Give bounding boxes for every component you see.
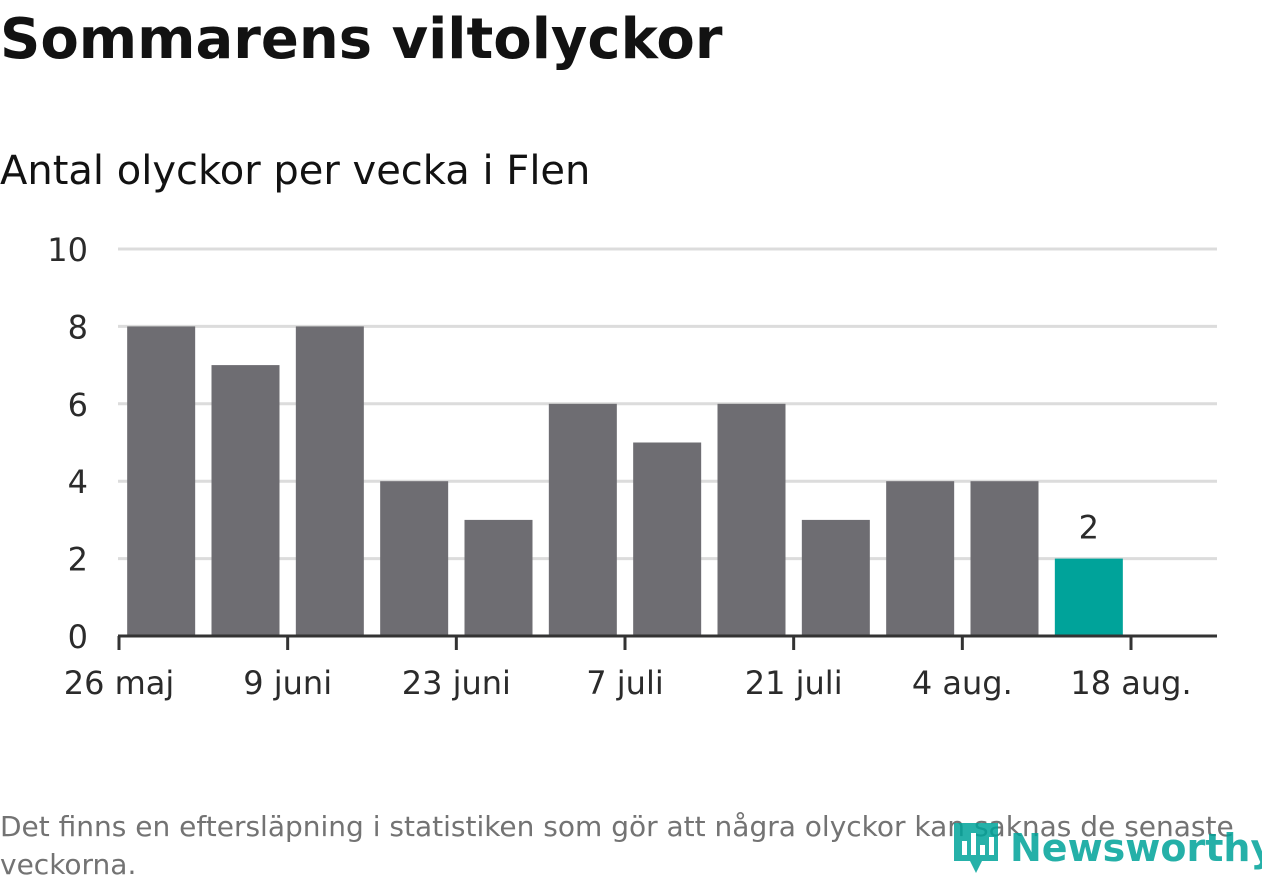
bar <box>717 403 786 636</box>
data-labels: 2 <box>1079 509 1099 547</box>
logo-text: Newsworthy <box>1010 826 1262 870</box>
y-tick-label: 8 <box>68 308 88 346</box>
newsworthy-chart-pin-icon <box>954 823 998 873</box>
footnote: Det finns en eftersläpning i statistiken… <box>0 810 1234 881</box>
bar <box>886 481 955 636</box>
bar <box>970 481 1039 636</box>
axes: 0 2 4 6 8 10 26 maj 9 juni 23 juni 7 juli 21 juli 4… <box>47 231 1217 702</box>
bar <box>801 519 870 636</box>
bar <box>211 365 280 636</box>
y-tick-label: 4 <box>68 463 88 501</box>
bar <box>464 519 533 636</box>
y-tick-label: 0 <box>68 618 88 656</box>
x-tick-label: 7 juli <box>586 664 663 702</box>
y-tick-label: 10 <box>47 231 88 269</box>
chart-title: Sommarens viltolyckor <box>0 7 723 72</box>
y-tick-label: 2 <box>68 541 88 579</box>
x-tick-label: 23 juni <box>402 664 511 702</box>
x-tick-label: 26 maj <box>64 664 175 702</box>
bar <box>633 442 702 636</box>
y-tick-label: 6 <box>68 386 88 424</box>
bar <box>295 326 364 636</box>
x-tick-label: 9 juni <box>243 664 332 702</box>
bar-highlighted <box>1054 558 1123 636</box>
chart-subtitle: Antal olyckor per vecka i Flen <box>0 148 591 194</box>
bar <box>380 481 449 636</box>
newsworthy-logo: Newsworthy <box>950 818 1262 878</box>
x-tick-label: 21 juli <box>745 664 843 702</box>
x-tick-label: 18 aug. <box>1070 664 1191 702</box>
bar <box>548 403 617 636</box>
bar-value-label: 2 <box>1079 509 1099 547</box>
x-tick-label: 4 aug. <box>912 664 1013 702</box>
bars <box>127 326 1123 636</box>
bar <box>127 326 196 636</box>
